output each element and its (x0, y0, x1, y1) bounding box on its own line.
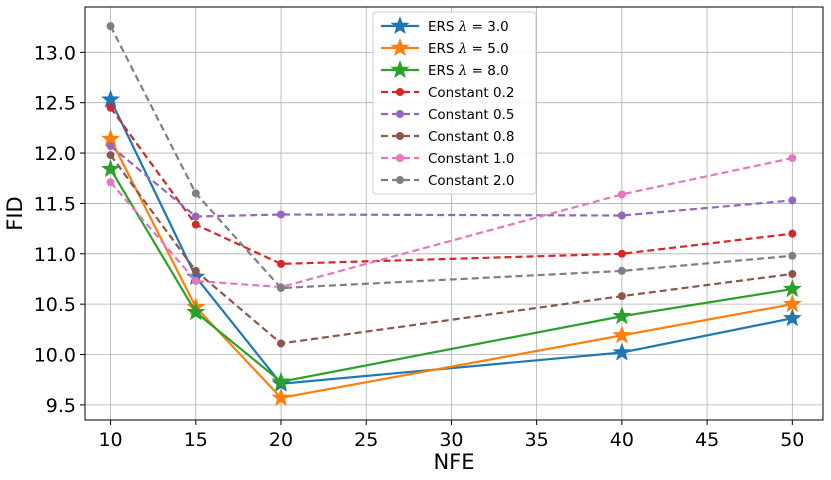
data-point (612, 306, 632, 325)
legend-item: ERS λ = 5.0 (381, 38, 509, 57)
legend-marker (396, 110, 404, 118)
data-point (788, 196, 797, 205)
data-point (277, 210, 286, 219)
data-point (106, 151, 115, 160)
data-point (612, 325, 632, 344)
legend-item: Constant 0.5 (381, 107, 514, 123)
data-point (106, 22, 115, 31)
data-point (191, 189, 200, 198)
x-tick-label: 15 (184, 429, 208, 451)
x-tick-label: 25 (354, 429, 378, 451)
legend-marker (390, 16, 410, 35)
y-tick-label: 13.0 (34, 42, 76, 64)
series-layer (101, 22, 802, 406)
data-point (106, 178, 115, 187)
data-point (277, 259, 286, 268)
series-6 (106, 151, 797, 348)
data-point (186, 302, 206, 321)
x-tick-label: 35 (525, 429, 549, 451)
legend-item: ERS λ = 8.0 (381, 60, 509, 79)
y-tick-label: 11.5 (34, 193, 76, 215)
data-point (191, 276, 200, 285)
legend-marker (390, 60, 410, 79)
x-tick-label: 50 (780, 429, 804, 451)
series-4 (106, 103, 797, 268)
data-point (617, 211, 626, 220)
y-tick-label: 12.5 (34, 93, 76, 115)
legend-label: Constant 0.2 (428, 85, 514, 101)
legend-item: ERS λ = 3.0 (381, 16, 509, 35)
data-point (788, 269, 797, 278)
legend-item: Constant 1.0 (381, 151, 514, 167)
data-point (617, 190, 626, 199)
plot-frame (84, 6, 824, 421)
legend-label: Constant 0.8 (428, 129, 514, 145)
series-8 (106, 22, 797, 293)
data-point (788, 229, 797, 238)
legend-label: ERS λ = 3.0 (428, 19, 509, 35)
x-tick-label: 20 (269, 429, 293, 451)
data-point (617, 249, 626, 258)
data-point (782, 279, 802, 298)
data-point (101, 159, 121, 178)
data-point (612, 342, 632, 361)
series-3 (101, 159, 802, 390)
data-point (277, 339, 286, 348)
data-point (271, 387, 291, 406)
ticks: 10 15 20 25 30 35 40 45 50 9.5 10.0 10.5 11.0 11.5 12.… (34, 42, 805, 451)
y-tick-label: 11.0 (34, 244, 76, 266)
y-tick-label: 9.5 (46, 395, 76, 417)
data-point (271, 371, 291, 390)
legend-label: Constant 2.0 (428, 173, 514, 189)
y-tick-label: 10.5 (34, 294, 76, 316)
data-point (788, 154, 797, 163)
data-point (617, 266, 626, 275)
legend-marker (396, 176, 404, 184)
legend-marker (396, 154, 404, 162)
legend-box (372, 11, 537, 195)
legend-label: ERS λ = 5.0 (428, 41, 509, 57)
y-tick-label: 12.0 (34, 143, 76, 165)
legend-marker (390, 38, 410, 57)
data-point (191, 266, 200, 275)
x-tick-label: 30 (439, 429, 463, 451)
series-5 (106, 142, 797, 221)
data-point (788, 251, 797, 260)
legend-label: Constant 1.0 (428, 151, 514, 167)
series-line (109, 25, 793, 290)
data-point (782, 308, 802, 327)
legend-item: Constant 0.8 (381, 129, 514, 145)
legend-item: Constant 0.2 (381, 85, 514, 101)
data-point (191, 212, 200, 221)
legend-item: Constant 2.0 (381, 173, 514, 189)
x-tick-label: 40 (610, 429, 634, 451)
x-tick-label: 45 (695, 429, 719, 451)
legend-marker (396, 88, 404, 96)
x-tick-label: 10 (98, 429, 122, 451)
legend-label: ERS λ = 8.0 (428, 63, 509, 79)
data-point (277, 284, 286, 293)
legend-label: Constant 0.5 (428, 107, 514, 123)
y-tick-label: 10.0 (34, 345, 76, 367)
data-point (191, 220, 200, 229)
legend-marker (396, 132, 404, 140)
data-point (106, 142, 115, 151)
legend: ERS λ = 3.0 ERS λ = 5.0 ERS λ = 8.0 Constan… (372, 11, 537, 195)
data-point (617, 292, 626, 301)
x-axis-label: NFE (433, 450, 474, 474)
data-point (101, 89, 121, 108)
y-axis-label: FID (3, 196, 27, 230)
data-point (782, 294, 802, 313)
data-point (106, 103, 115, 112)
